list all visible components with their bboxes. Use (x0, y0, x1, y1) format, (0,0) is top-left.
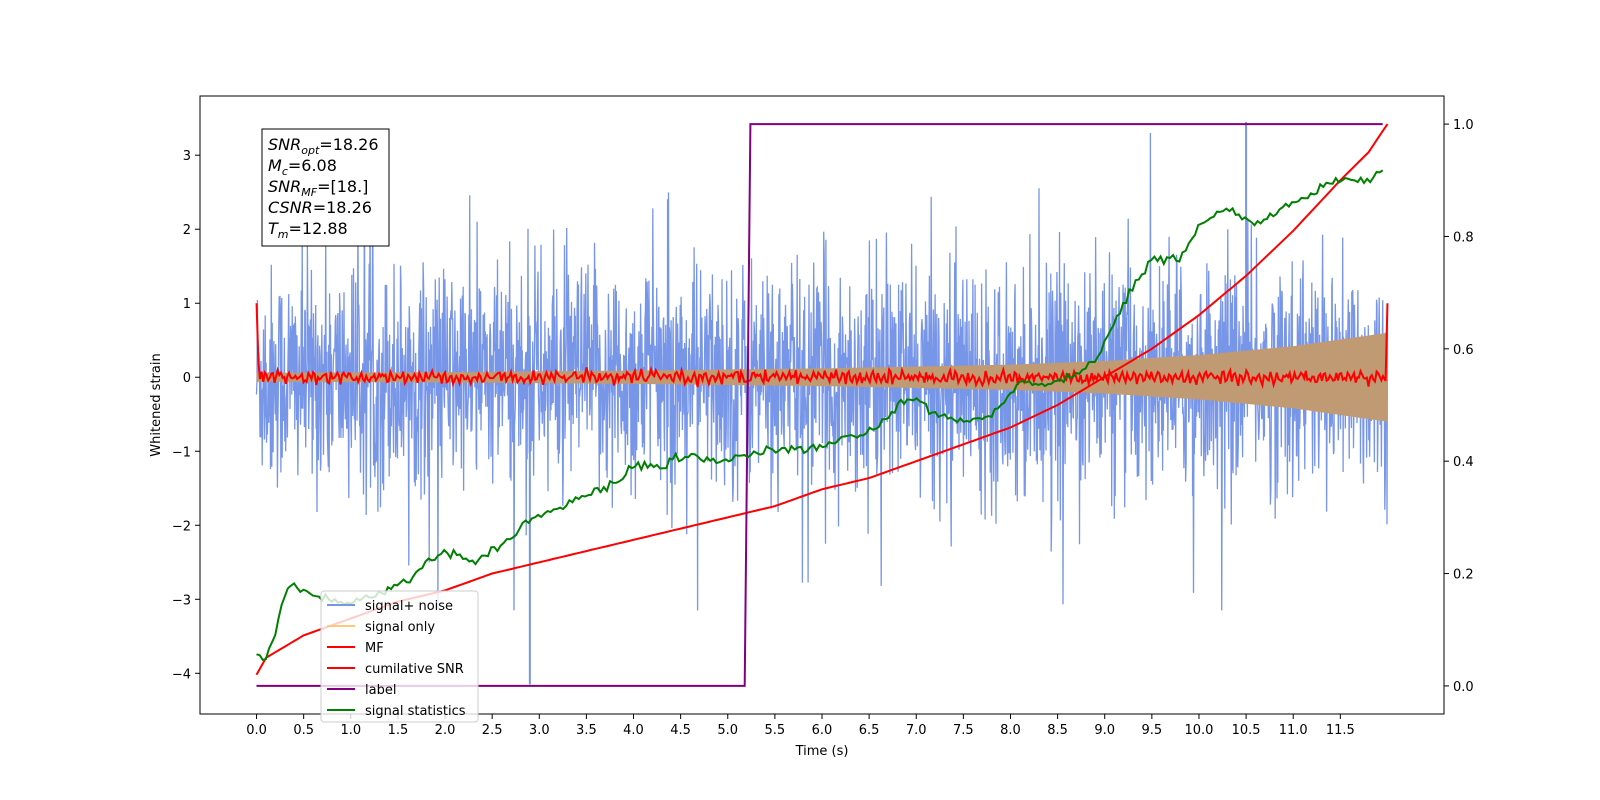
x-tick-label: 2.0 (435, 723, 456, 738)
x-tick-label: 5.0 (717, 723, 738, 738)
y-tick-label: 3 (183, 149, 191, 164)
x-tick-label: 11.5 (1326, 723, 1355, 738)
y-axis-label: Whitened strain (149, 353, 164, 456)
x-tick-label: 4.0 (623, 723, 644, 738)
x-tick-label: 2.5 (482, 723, 503, 738)
y2-tick-label: 0.0 (1453, 680, 1474, 695)
y2-tick-label: 0.6 (1453, 343, 1474, 358)
annotation-line: SNRopt=18.26 (268, 135, 379, 157)
x-tick-label: 3.0 (529, 723, 550, 738)
y2-tick-label: 0.4 (1453, 455, 1474, 470)
x-tick-label: 7.0 (906, 723, 927, 738)
x-axis: 0.0 0.5 1.0 1.5 2.0 2.5 3.0 3.5 4.0 4.5 5.0 5.5 6.0 6… (246, 714, 1355, 738)
y-tick-label: 1 (183, 297, 191, 312)
y2-tick-label: 0.8 (1453, 230, 1474, 245)
x-tick-label: 1.0 (340, 723, 361, 738)
legend-entry: MF (365, 641, 384, 656)
annotation-line: CSNR=18.26 (268, 198, 372, 217)
y-tick-label: −1 (172, 445, 191, 460)
y2-tick-label: 0.2 (1453, 568, 1474, 583)
x-tick-label: 5.5 (765, 723, 786, 738)
plot-area (255, 121, 1389, 687)
x-tick-label: 11.0 (1279, 723, 1308, 738)
x-tick-label: 6.5 (859, 723, 880, 738)
x-tick-label: 0.5 (293, 723, 314, 738)
legend: signal+ noise signal only MF cumilative SNR… (320, 590, 479, 723)
x-tick-label: 7.5 (953, 723, 974, 738)
y-tick-label: 2 (183, 223, 191, 238)
annotation-frame (261, 128, 390, 247)
annotation-line: Tm=12.88 (268, 219, 348, 241)
y-axis-right: 1.0 0.8 0.6 0.4 0.2 0.0 (1444, 118, 1474, 695)
x-axis-label: Time (s) (795, 744, 849, 759)
y-tick-label: −2 (172, 519, 191, 534)
legend-entry: signal only (365, 620, 435, 635)
y-tick-label: −4 (172, 667, 191, 682)
legend-entry: signal statistics (365, 704, 466, 719)
legend-entry: signal+ noise (365, 599, 453, 614)
x-tick-label: 10.0 (1184, 723, 1213, 738)
legend-frame (320, 590, 479, 723)
x-tick-label: 3.5 (576, 723, 597, 738)
series-signal-statistics-line (256, 169, 1384, 662)
annotation-line: Mc=6.08 (268, 156, 337, 178)
series-mf-line (255, 303, 1389, 390)
x-tick-label: 10.5 (1232, 723, 1261, 738)
x-tick-label: 4.5 (670, 723, 691, 738)
y-axis-left: 3 2 1 0 −1 −2 −3 −4 (172, 149, 200, 682)
legend-entry: cumilative SNR (365, 662, 464, 677)
y2-tick-label: 1.0 (1453, 118, 1474, 133)
x-tick-label: 0.0 (246, 723, 267, 738)
y-tick-label: −3 (172, 593, 191, 608)
series-cumulative-snr-line (255, 123, 1389, 676)
x-tick-label: 9.0 (1094, 723, 1115, 738)
annotation-line: SNRMF=[18.] (268, 177, 368, 199)
series-label-line (256, 123, 1383, 687)
x-tick-label: 9.5 (1142, 723, 1163, 738)
x-tick-label: 8.5 (1047, 723, 1068, 738)
x-tick-label: 8.0 (1000, 723, 1021, 738)
legend-entry: label (365, 683, 396, 698)
x-tick-label: 1.5 (388, 723, 409, 738)
y-tick-label: 0 (183, 371, 191, 386)
annotation-box: SNRopt=18.26Mc=6.08SNRMF=[18.]CSNR=18.26… (261, 128, 390, 247)
x-tick-label: 6.0 (812, 723, 833, 738)
